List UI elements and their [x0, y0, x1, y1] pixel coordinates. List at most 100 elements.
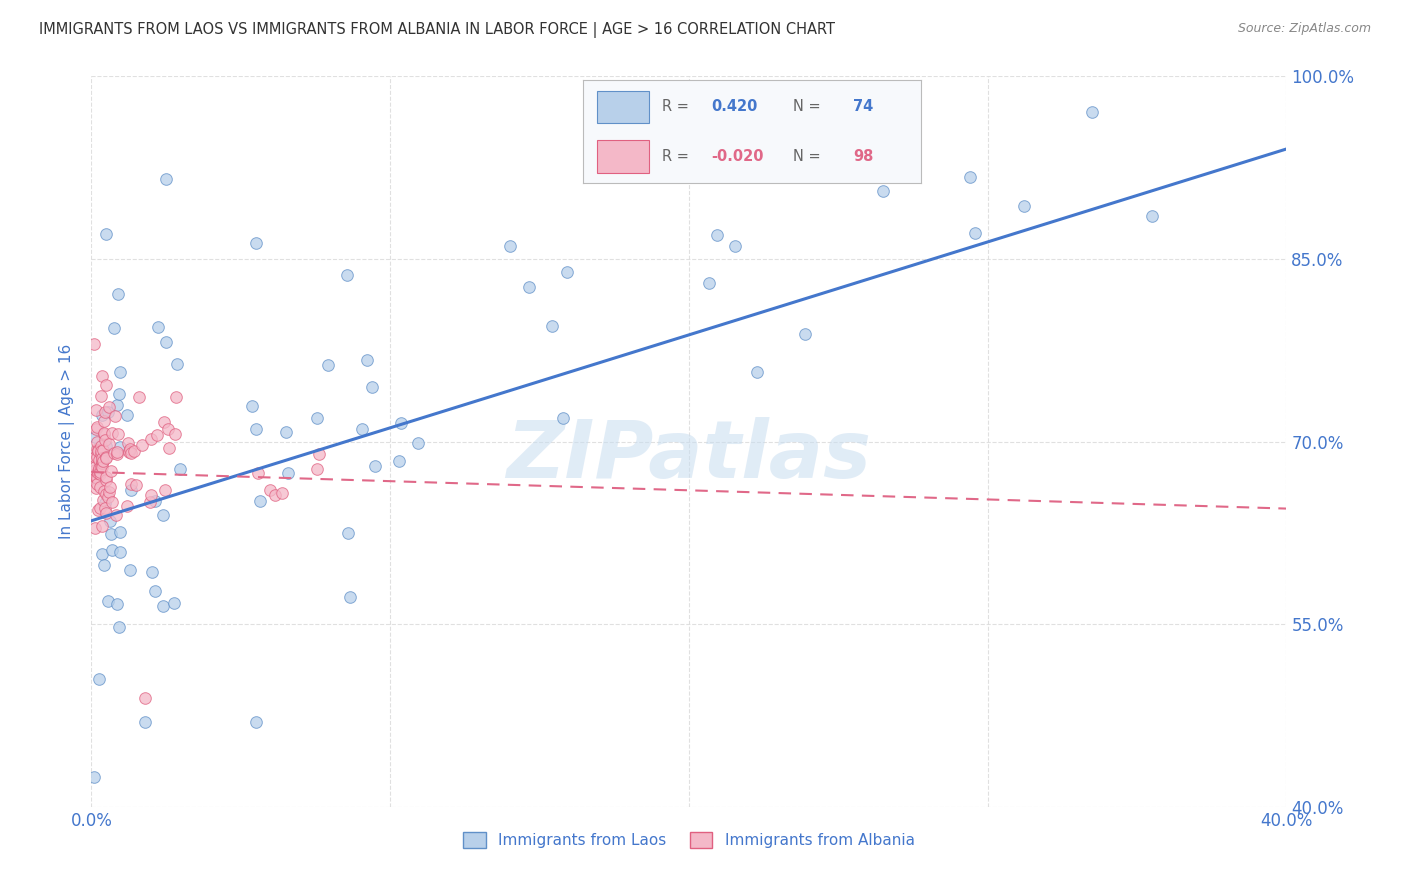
Point [107, 287, 129, 301]
Point [84, 521, 107, 535]
Point [105, 447, 128, 461]
Point [305, 411, 328, 425]
Point [110, 440, 132, 454]
Point [134, 714, 156, 729]
Point [96, 227, 118, 242]
Point [108, 525, 131, 540]
Point [157, 441, 180, 455]
Point [747, 366, 769, 380]
Point [108, 386, 131, 401]
Point [103, 445, 125, 459]
Text: Source: ZipAtlas.com: Source: ZipAtlas.com [1237, 22, 1371, 36]
Point [153, 483, 176, 497]
Point [697, 276, 720, 290]
Point [120, 442, 142, 456]
Point [249, 493, 271, 508]
Point [356, 352, 378, 367]
Point [86, 450, 108, 464]
Point [1081, 105, 1104, 120]
Point [122, 444, 145, 458]
Point [245, 714, 267, 729]
Point [84, 470, 107, 484]
Point [87, 461, 110, 475]
Point [274, 425, 297, 439]
Point [93, 427, 115, 442]
Point [100, 464, 122, 478]
Point [94, 470, 117, 484]
Point [89, 467, 111, 482]
Point [89, 501, 111, 516]
Point [84, 470, 107, 484]
Point [115, 408, 138, 422]
Point [89, 458, 111, 473]
Point [90, 439, 112, 453]
Point [84, 430, 107, 444]
Point [163, 596, 186, 610]
Point [87, 467, 110, 481]
Point [277, 466, 299, 480]
Text: 0.420: 0.420 [711, 99, 758, 114]
Point [146, 427, 169, 442]
Point [499, 239, 522, 253]
Text: 74: 74 [853, 99, 873, 114]
Point [93, 405, 115, 419]
Bar [598, 91, 650, 123]
Point [97, 437, 120, 451]
Point [131, 438, 153, 452]
Text: IMMIGRANTS FROM LAOS VS IMMIGRANTS FROM ALBANIA IN LABOR FORCE | AGE > 16 CORREL: IMMIGRANTS FROM LAOS VS IMMIGRANTS FROM … [39, 22, 835, 38]
Point [118, 443, 141, 458]
Point [98, 515, 121, 529]
Text: R =: R = [662, 99, 695, 114]
Point [93, 426, 115, 441]
Point [89, 672, 111, 686]
Point [316, 358, 339, 372]
Point [963, 227, 986, 241]
Point [94, 450, 117, 464]
Point [93, 414, 115, 428]
Point [1140, 209, 1163, 223]
Point [139, 495, 162, 509]
Point [134, 690, 156, 705]
Point [90, 444, 112, 458]
Point [89, 465, 111, 479]
Legend: Immigrants from Laos, Immigrants from Albania: Immigrants from Laos, Immigrants from Al… [457, 826, 921, 855]
Point [108, 365, 131, 379]
Point [84, 450, 107, 464]
Point [105, 444, 128, 458]
Point [90, 456, 112, 470]
Point [118, 445, 141, 459]
Point [84, 402, 107, 417]
Point [339, 590, 361, 604]
Point [94, 506, 117, 520]
Point [308, 447, 330, 461]
Point [94, 439, 117, 453]
Point [83, 337, 105, 351]
Point [100, 526, 122, 541]
Point [86, 422, 108, 436]
Point [270, 486, 292, 500]
Point [389, 416, 412, 430]
Point [86, 471, 108, 485]
Point [91, 408, 114, 422]
Point [959, 170, 981, 185]
Point [165, 390, 187, 404]
Point [152, 599, 174, 613]
Point [107, 426, 129, 441]
Point [97, 594, 120, 608]
Point [90, 518, 112, 533]
Point [91, 454, 114, 468]
Point [89, 480, 111, 494]
Point [143, 584, 166, 599]
Point [163, 427, 186, 442]
Point [541, 318, 564, 333]
Point [96, 450, 118, 465]
Point [98, 480, 121, 494]
Point [388, 454, 411, 468]
Point [794, 326, 817, 341]
Point [90, 369, 112, 384]
Text: 98: 98 [853, 149, 873, 164]
Point [364, 458, 387, 473]
Point [125, 478, 148, 492]
Point [724, 239, 747, 253]
Point [120, 446, 142, 460]
